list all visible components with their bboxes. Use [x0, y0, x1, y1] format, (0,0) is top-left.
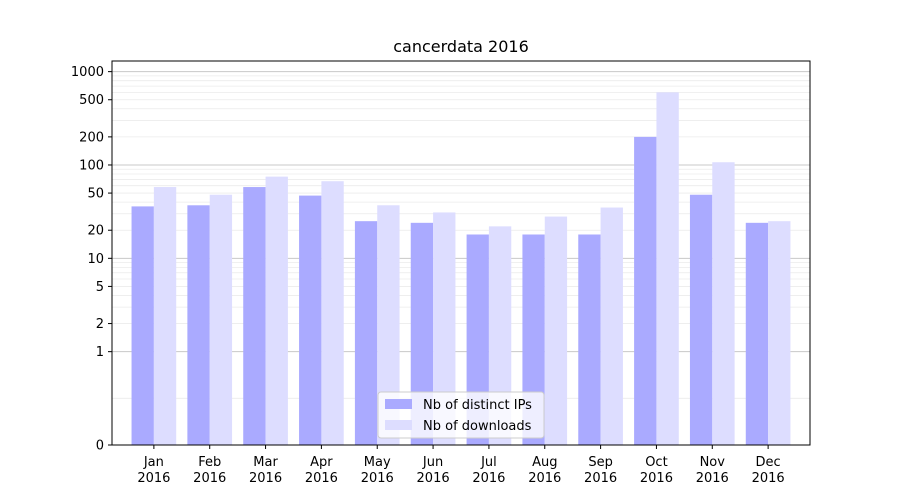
y-tick-label: 5 [96, 280, 104, 295]
bar-downloads [321, 181, 344, 446]
bar-distinct-ips [299, 195, 322, 445]
y-tick-label: 2 [96, 317, 104, 332]
bar-downloads [712, 162, 735, 445]
x-tick-label: Apr 2016 [305, 455, 338, 486]
bar-downloads [768, 221, 791, 445]
legend-swatch [385, 399, 412, 409]
y-tick-label: 0 [96, 439, 104, 454]
y-tick-label: 20 [87, 224, 104, 239]
legend-label: Nb of downloads [423, 419, 532, 434]
x-tick-label: Jul 2016 [472, 455, 505, 486]
bar-downloads [153, 187, 177, 445]
bar-downloads [600, 207, 623, 445]
chart-title: cancerdata 2016 [393, 37, 529, 56]
x-tick-label: Aug 2016 [528, 455, 561, 486]
legend: Nb of distinct IPs Nb of downloads [377, 391, 545, 439]
bar-distinct-ips [187, 205, 210, 445]
x-tick-label: Oct 2016 [640, 455, 673, 486]
bar-downloads [656, 92, 679, 445]
bar-downloads [377, 205, 400, 445]
y-tick-label: 50 [87, 187, 104, 202]
bar-downloads [488, 226, 512, 445]
bar-distinct-ips [243, 187, 266, 445]
y-tick-label: 10 [87, 252, 104, 267]
y-tick-label: 500 [79, 93, 104, 108]
bar-distinct-ips [634, 136, 657, 445]
y-axis: 0 1 2 5 10 20 50 100 200 500 1000 [71, 65, 112, 454]
x-tick-label: Sep 2016 [584, 455, 617, 486]
x-tick-label: Jan 2016 [137, 455, 170, 486]
bar-distinct-ips [410, 222, 434, 445]
bar-distinct-ips [745, 222, 769, 445]
bar-distinct-ips [131, 206, 154, 445]
bar-distinct-ips [354, 221, 378, 445]
y-tick-label: 1000 [71, 65, 104, 80]
x-tick-label: May 2016 [361, 455, 394, 486]
plot-frame [111, 60, 811, 446]
x-tick-label: Jun 2016 [417, 455, 450, 486]
y-tick-label: 200 [79, 130, 104, 145]
legend-box [377, 391, 545, 439]
bar-downloads [433, 212, 456, 445]
bar-downloads [544, 216, 568, 445]
bar-downloads [265, 176, 288, 445]
y-tick-label: 100 [79, 158, 104, 173]
x-axis: Jan 2016 Feb 2016 Mar 2016 Apr 2016 May 2016 Jun 20… [137, 445, 785, 486]
y-tick-label: 1 [96, 345, 104, 360]
x-tick-label: Nov 2016 [696, 455, 729, 486]
x-tick-label: Mar 2016 [249, 455, 282, 486]
legend-label: Nb of distinct IPs [423, 398, 532, 413]
bar-distinct-ips [578, 234, 601, 445]
x-tick-label: Dec 2016 [752, 455, 785, 486]
legend-swatch [385, 420, 412, 430]
x-tick-label: Feb 2016 [193, 455, 226, 486]
bar-downloads [209, 194, 233, 445]
bar-distinct-ips [689, 194, 713, 445]
